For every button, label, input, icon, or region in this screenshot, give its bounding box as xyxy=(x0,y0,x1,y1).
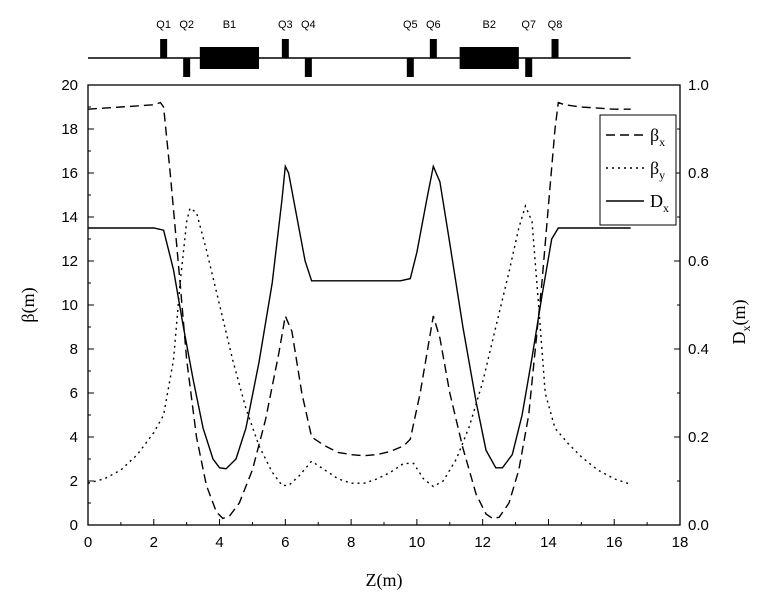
quadrupole-label: Q7 xyxy=(521,19,536,31)
x-tick-label: 0 xyxy=(84,534,92,551)
plot-border xyxy=(87,84,681,526)
quadrupole-label: Q1 xyxy=(156,19,171,31)
legend-label: βy xyxy=(650,158,665,182)
plot-frame xyxy=(87,84,681,526)
y-tick-label: 0 xyxy=(70,517,78,534)
x-tick-label: 18 xyxy=(672,534,689,551)
x-tick-label: 14 xyxy=(540,534,557,551)
quadrupole-magnet xyxy=(183,58,191,77)
quadrupole-magnet xyxy=(304,58,312,77)
y2-tick-label: 0.2 xyxy=(688,429,709,446)
quadrupole-label: Q3 xyxy=(278,19,293,31)
y2-axis-label: Dx(m) xyxy=(729,300,753,345)
y2-tick-label: 0.6 xyxy=(688,253,709,270)
y-tick-label: 4 xyxy=(70,429,78,446)
x-tick-label: 8 xyxy=(347,534,355,551)
x-tick-label: 6 xyxy=(281,534,289,551)
series-line-Dx-x xyxy=(88,163,631,470)
quadrupole-magnet xyxy=(160,39,168,58)
dipole-magnet xyxy=(199,47,260,69)
y2-tick-label: 0.4 xyxy=(688,341,709,358)
y2-tick-label: 1.0 xyxy=(688,77,709,94)
quadrupole-label: Q8 xyxy=(548,19,563,31)
series-group xyxy=(87,101,631,520)
series-line-y-y xyxy=(87,203,631,488)
x-tick-label: 16 xyxy=(606,534,623,551)
y2-axis-label-unit: (m) xyxy=(729,300,750,326)
y-axis-label: β(m) xyxy=(18,287,39,322)
x-axis-label: Z(m) xyxy=(366,570,403,591)
legend-label: βx xyxy=(650,125,665,149)
x-tick-label: 2 xyxy=(150,534,158,551)
axis-ticks: 0 2 4 6 8 10 12 14 16 18 0 2 4 6 8 10 12 14 16 18 20 0.0 0.2 0.… xyxy=(61,77,709,551)
legend-label-sub: y xyxy=(659,168,665,182)
y2-tick-label: 0.8 xyxy=(688,165,709,182)
x-tick-label: 12 xyxy=(474,534,491,551)
legend-label-sub: x xyxy=(659,135,665,149)
quadrupole-magnet xyxy=(406,58,414,77)
quadrupole-magnet xyxy=(429,39,437,58)
y-tick-label: 16 xyxy=(61,165,78,182)
dipole-label: B1 xyxy=(223,19,236,31)
y-tick-label: 8 xyxy=(70,341,78,358)
quadrupole-label: Q2 xyxy=(179,19,194,31)
quadrupole-magnet xyxy=(551,39,559,58)
y-tick-label: 2 xyxy=(70,473,78,490)
dipole-label: B2 xyxy=(483,19,496,31)
quadrupole-magnet xyxy=(281,39,289,58)
legend-label-main: β xyxy=(650,158,659,178)
y-tick-label: 10 xyxy=(61,297,78,314)
quadrupole-label: Q6 xyxy=(426,19,441,31)
x-tick-label: 10 xyxy=(409,534,426,551)
y2-tick-label: 0.0 xyxy=(688,517,709,534)
y-tick-label: 20 xyxy=(61,77,78,94)
y-tick-label: 12 xyxy=(61,253,78,270)
y-tick-label: 6 xyxy=(70,385,78,402)
y2-axis-label-main: D xyxy=(729,332,749,345)
quadrupole-label: Q4 xyxy=(301,19,316,31)
x-tick-label: 4 xyxy=(215,534,223,551)
legend-label: Dx xyxy=(650,191,669,215)
y-tick-label: 18 xyxy=(61,121,78,138)
quadrupole-magnet xyxy=(525,58,533,77)
legend-box xyxy=(599,114,677,226)
y-tick-label: 14 xyxy=(61,209,78,226)
dipole-magnet xyxy=(459,47,519,69)
quadrupole-label: Q5 xyxy=(403,19,418,31)
legend-label-sub: x xyxy=(663,201,669,215)
y2-axis-label-sub: x xyxy=(739,326,753,332)
legend-label-main: D xyxy=(650,191,663,211)
lattice-layout: B1 B2 Q1 Q2 Q3 Q4 Q5 Q6 Q7 Q8 xyxy=(88,19,631,77)
legend-label-main: β xyxy=(650,125,659,145)
series-line-x-x xyxy=(87,101,631,520)
